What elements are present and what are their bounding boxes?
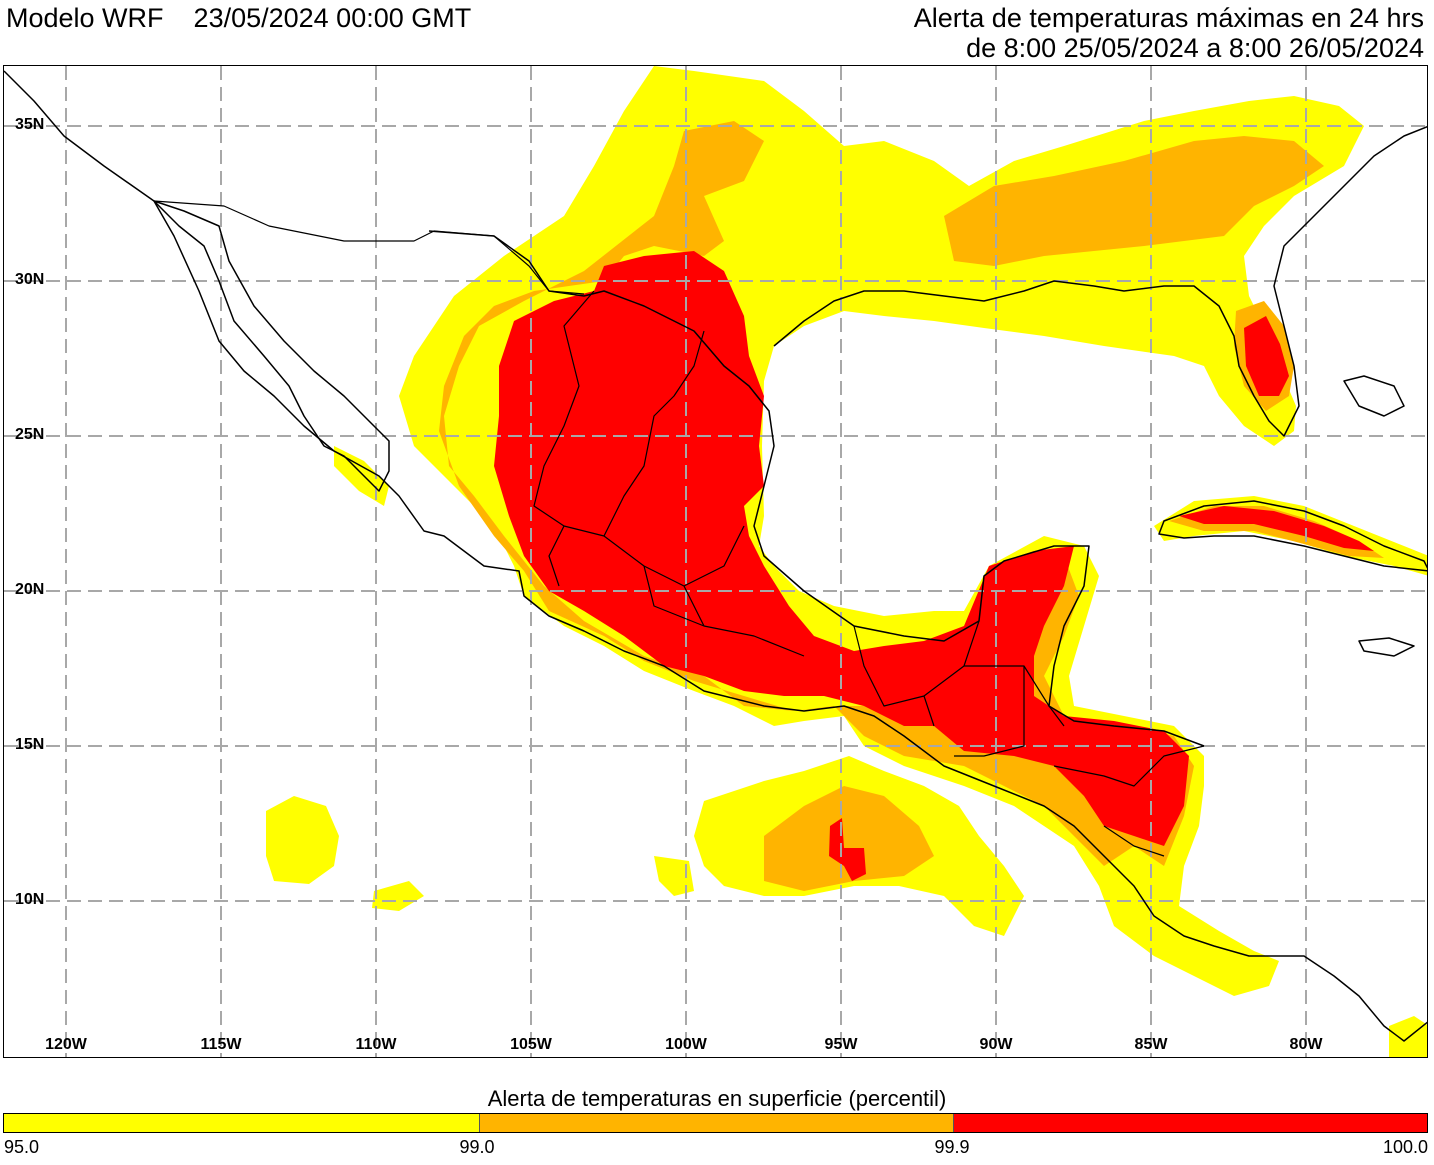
- model-name: Modelo WRF: [6, 3, 164, 33]
- legend-colorbar: [3, 1113, 1428, 1133]
- lon-label-115w: 115W: [200, 1036, 242, 1053]
- pacific-coast: [4, 70, 1427, 1042]
- alert-zone-p95-sw: [266, 796, 339, 884]
- run-time: 23/05/2024 00:00 GMT: [193, 3, 472, 33]
- us-gulf-coast: [773, 125, 1427, 437]
- alert-zone-p95-panama: [1389, 1016, 1427, 1057]
- mexico-state-lines: [533, 290, 1050, 727]
- lat-label-30n: 30N: [15, 271, 45, 288]
- lat-label-35n: 35N: [15, 116, 45, 133]
- alert-zone-p999-mexico: [494, 251, 1189, 846]
- legend-band-p999: [952, 1114, 1427, 1132]
- alert-zone-p999-pacific: [829, 818, 866, 881]
- alert-zone-p999-florida: [1244, 316, 1289, 396]
- legend-tick-999: 99.9: [934, 1137, 970, 1157]
- alert-zone-p95-small-a: [372, 881, 424, 911]
- legend-tick-95: 95.0: [4, 1137, 40, 1157]
- map-canvas: [4, 66, 1427, 1057]
- alert-zone-p95: [266, 66, 1427, 1057]
- legend-band-p95: [4, 1114, 479, 1132]
- alert-zone-p95-small-b: [654, 856, 694, 896]
- legend-band-p99: [478, 1114, 953, 1132]
- alert-zone-p999-cuba: [1179, 506, 1374, 551]
- alert-period: de 8:00 25/05/2024 a 8:00 26/05/2024: [966, 33, 1424, 63]
- lon-label-105w: 105W: [510, 1036, 552, 1053]
- bahamas-coast: [1343, 375, 1405, 417]
- central-america-borders: [954, 666, 1205, 857]
- lat-label-20n: 20N: [15, 581, 45, 598]
- lon-label-90w: 90W: [979, 1036, 1013, 1053]
- gulf-coast: [428, 230, 1205, 747]
- lon-label-110w: 110W: [355, 1036, 397, 1053]
- lon-label-85w: 85W: [1134, 1036, 1168, 1053]
- legend-tick-100: 100.0: [1382, 1137, 1428, 1157]
- map-header-left: Modelo WRF 23/05/2024 00:00 GMT: [6, 3, 471, 33]
- us-mexico-border: [153, 200, 585, 295]
- lon-label-120w: 120W: [45, 1036, 87, 1053]
- cuba-coast: [1158, 500, 1427, 572]
- legend-tick-99: 99.0: [459, 1137, 495, 1157]
- coastlines: [4, 70, 1427, 1042]
- lon-label-100w: 100W: [665, 1036, 707, 1053]
- map-panel: 35N 30N 25N 20N 15N 10N 120W 115W 110W 1…: [3, 65, 1428, 1058]
- lat-label-25n: 25N: [15, 426, 45, 443]
- alert-title: Alerta de temperaturas máximas en 24 hrs: [913, 3, 1424, 33]
- alert-zone-p99-gulf-coast: [944, 136, 1324, 266]
- borders: [153, 200, 1205, 857]
- alert-zone-p99-pacific: [764, 786, 934, 891]
- lon-label-95w: 95W: [824, 1036, 858, 1053]
- lon-label-80w: 80W: [1289, 1036, 1323, 1053]
- map-header-right: Alerta de temperaturas máximas en 24 hrs…: [914, 3, 1424, 63]
- lat-label-15n: 15N: [15, 736, 45, 753]
- graticule: [4, 66, 1427, 1057]
- lat-label-10n: 10N: [15, 891, 45, 908]
- legend-title: Alerta de temperaturas en superficie (pe…: [487, 1086, 947, 1111]
- baja-peninsula: [153, 200, 390, 492]
- alert-zone-p999: [494, 251, 1374, 881]
- jamaica-coast: [1358, 637, 1415, 657]
